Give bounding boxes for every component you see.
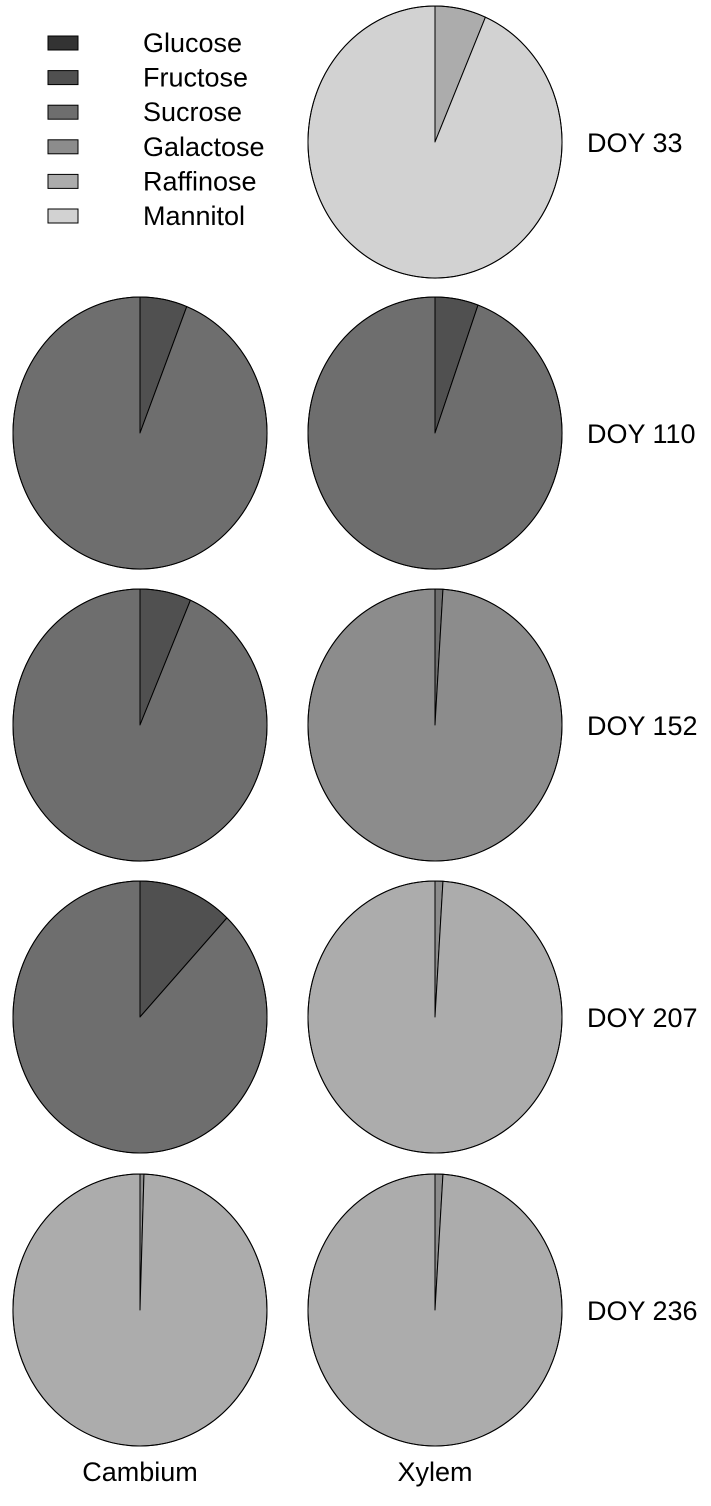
pie-cambium-doy-152 [12, 588, 268, 862]
pie-slice-raffinose [12, 1173, 268, 1447]
row-label-doy-207: DOY 207 [587, 1003, 698, 1033]
pie-outline [12, 588, 268, 862]
pie-slice-sucrose [12, 296, 268, 570]
pie-outline [307, 880, 563, 1154]
pie-outline [307, 296, 563, 570]
pie-cambium-doy-236 [12, 1173, 268, 1447]
pie-xylem-doy-152 [307, 588, 563, 862]
legend-label-galactose: Galactose [143, 132, 265, 162]
row-label-doy-33: DOY 33 [587, 128, 683, 158]
legend-swatch-glucose [47, 35, 79, 51]
pie-slice-raffinose [307, 1173, 563, 1447]
legend-label-raffinose: Raffinose [143, 166, 257, 196]
pie-xylem-doy-236 [307, 1173, 563, 1447]
column-label-cambium: Cambium [82, 1457, 198, 1487]
pie-cambium-doy-110 [12, 296, 268, 570]
legend-swatch-mannitol [47, 208, 79, 224]
legend-label-glucose: Glucose [143, 28, 242, 58]
legend-swatch-sucrose [47, 104, 79, 120]
legend-label-sucrose: Sucrose [143, 97, 242, 127]
pie-outline [307, 1173, 563, 1447]
row-labels: DOY 33 DOY 110 DOY 152 DOY 207 DOY 236 [587, 128, 698, 1326]
pie-slice-sucrose [307, 296, 563, 570]
row-label-doy-110: DOY 110 [587, 419, 696, 449]
pie-xylem-doy-33 [307, 5, 563, 279]
pie-outline [307, 588, 563, 862]
pies [12, 5, 563, 1447]
pie-xylem-doy-207 [307, 880, 563, 1154]
legend-swatch-raffinose [47, 173, 79, 189]
pie-xylem-doy-110 [307, 296, 563, 570]
pie-slice-sucrose [12, 880, 268, 1154]
pie-outline [12, 296, 268, 570]
legend-swatch-fructose [47, 70, 79, 86]
pie-slice-sucrose [12, 588, 268, 862]
pie-outline [12, 1173, 268, 1447]
legend-label-fructose: Fructose [143, 63, 248, 93]
column-labels: Cambium Xylem [82, 1457, 472, 1487]
pie-outline [12, 880, 268, 1154]
pie-slice-raffinose [307, 880, 563, 1154]
pie-slice-mannitol [307, 5, 563, 279]
legend-swatch-galactose [47, 139, 79, 155]
pie-slice-galactose [307, 588, 563, 862]
pie-cambium-doy-207 [12, 880, 268, 1154]
legend-label-mannitol: Mannitol [143, 201, 245, 231]
row-label-doy-236: DOY 236 [587, 1296, 698, 1326]
legend: Glucose Fructose Sucrose Galactose Raffinose… [47, 28, 265, 231]
row-label-doy-152: DOY 152 [587, 711, 698, 741]
pie-outline [307, 5, 563, 279]
column-label-xylem: Xylem [397, 1457, 472, 1487]
